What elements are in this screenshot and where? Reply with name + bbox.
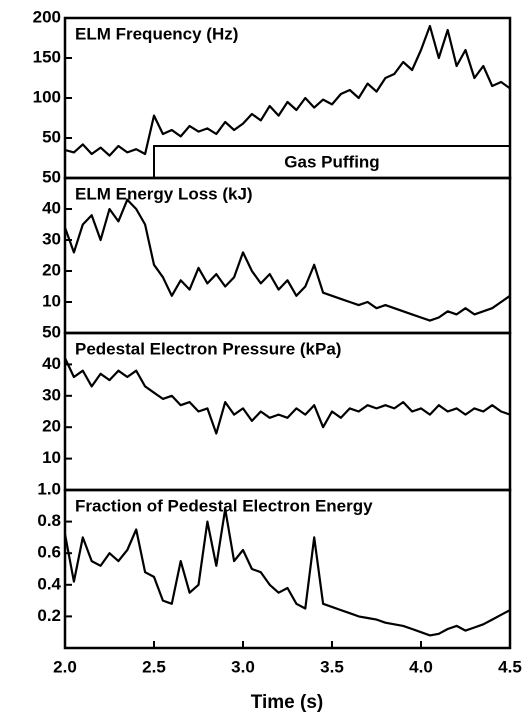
panel-title: Pedestal Electron Pressure (kPa) <box>75 339 341 358</box>
data-line <box>64 24 511 157</box>
y-tick-label: 50 <box>42 167 61 186</box>
y-tick-label: 10 <box>42 291 61 310</box>
y-tick-label: 50 <box>42 127 61 146</box>
y-tick-label: 1.0 <box>37 479 61 498</box>
panel-title: ELM Frequency (Hz) <box>75 24 238 43</box>
y-tick-label: 0.8 <box>37 511 61 530</box>
y-tick-label: 30 <box>42 385 61 404</box>
annotation-box <box>153 145 511 179</box>
y-tick-label: 0.4 <box>37 574 61 593</box>
panel-frame <box>63 488 512 650</box>
x-tick-label: 4.0 <box>409 657 433 676</box>
x-tick-label: 3.0 <box>231 657 255 676</box>
y-tick-label: 200 <box>33 7 61 26</box>
y-tick-label: 100 <box>33 87 61 106</box>
data-line <box>64 357 511 435</box>
data-line <box>63 198 511 322</box>
y-tick-label: 0.2 <box>37 606 61 625</box>
y-tick-label: 10 <box>42 448 61 467</box>
y-tick-label: 40 <box>42 198 61 217</box>
x-tick-label: 2.0 <box>53 657 77 676</box>
panel-title: Fraction of Pedestal Electron Energy <box>75 496 373 515</box>
y-tick-label: 20 <box>42 417 61 436</box>
data-line <box>63 507 511 637</box>
y-tick-label: 40 <box>42 354 61 373</box>
y-tick-label: 150 <box>33 47 61 66</box>
annotation-text: Gas Puffing <box>284 152 379 171</box>
x-tick-label: 3.5 <box>320 657 344 676</box>
x-tick-label: 4.5 <box>498 657 522 676</box>
x-tick-label: 2.5 <box>142 657 166 676</box>
y-tick-label: 0.6 <box>37 543 61 562</box>
y-tick-label: 30 <box>42 229 61 248</box>
y-tick-label: 50 <box>42 322 61 341</box>
panel-title: ELM Energy Loss (kJ) <box>75 184 253 203</box>
x-axis-label: Time (s) <box>251 692 324 713</box>
y-tick-label: 20 <box>42 260 61 279</box>
